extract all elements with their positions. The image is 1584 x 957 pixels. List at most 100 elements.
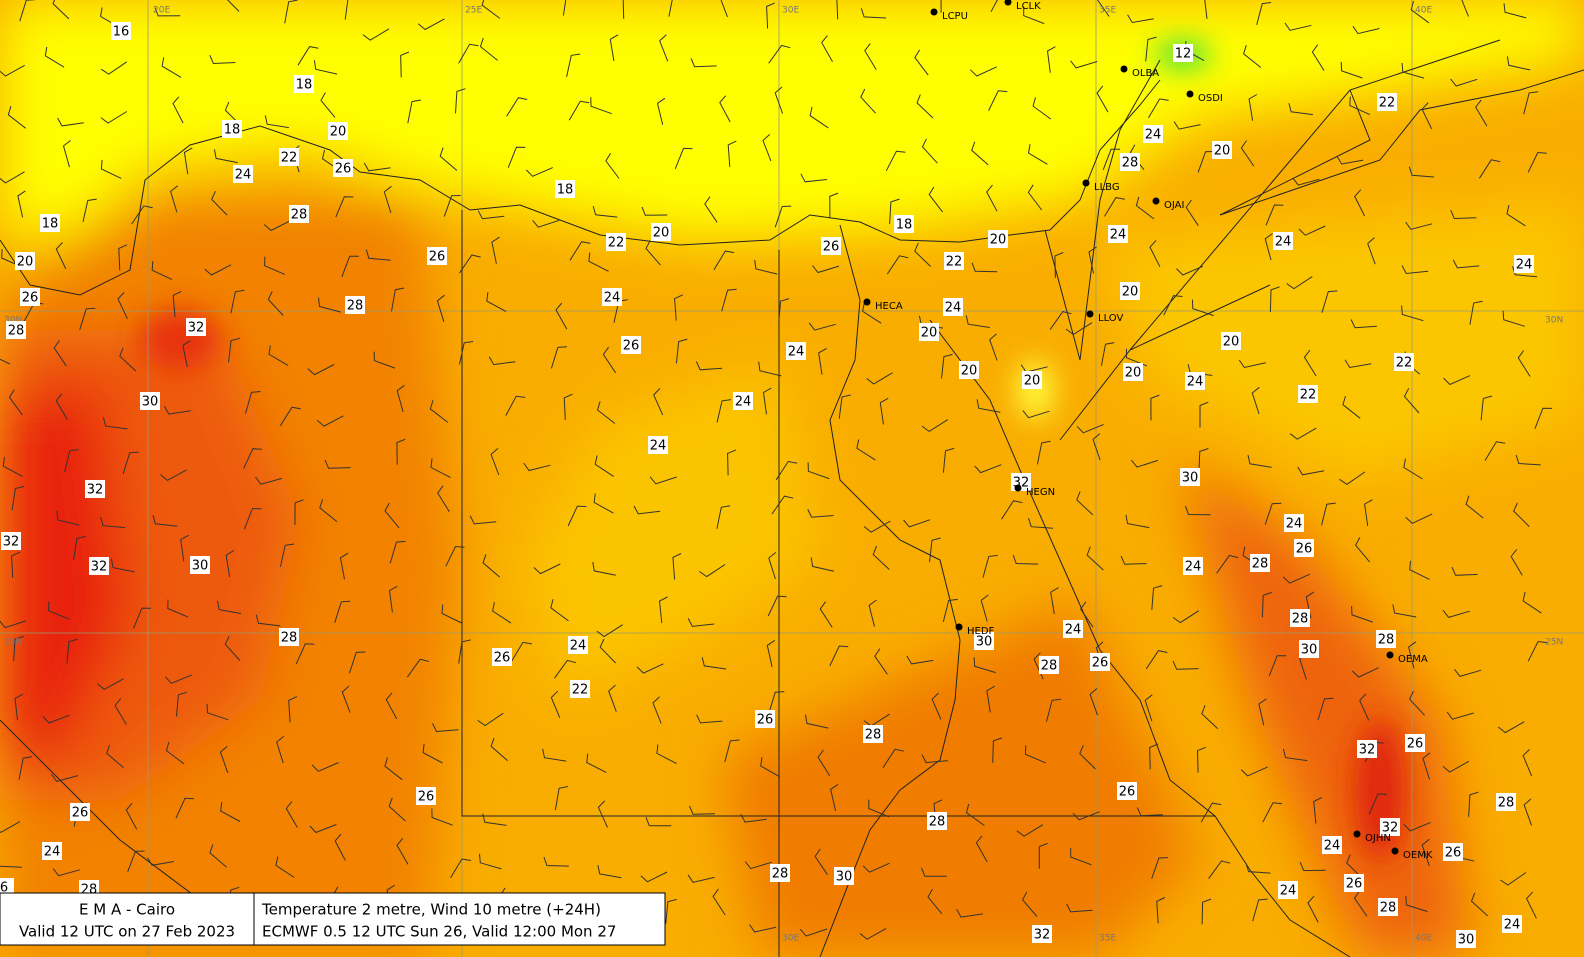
wind-barb — [990, 0, 998, 13]
wind-barb — [640, 871, 668, 883]
wind-barb — [19, 0, 36, 22]
temperature-label: 28 — [291, 208, 308, 223]
wind-barb — [17, 190, 26, 218]
wind-barb — [1410, 0, 1430, 24]
wind-barb — [1317, 697, 1334, 721]
temperature-label-box — [190, 556, 210, 574]
temperature-label-box — [1322, 836, 1342, 854]
wind-barb — [656, 97, 666, 125]
wind-barb — [1251, 386, 1260, 415]
wind-barb — [754, 259, 778, 275]
wind-barb — [886, 255, 909, 275]
wind-barb — [388, 797, 406, 822]
wind-barb — [976, 399, 1001, 413]
wind-barb — [860, 88, 877, 114]
temperature-label-box — [15, 252, 35, 270]
wind-barb — [1510, 549, 1523, 576]
wind-barb — [430, 458, 451, 479]
wind-barb — [511, 641, 532, 662]
temperature-label: 18 — [557, 183, 574, 198]
wind-barb — [396, 438, 406, 465]
temperature-label-box — [85, 480, 105, 498]
wind-barb — [133, 607, 151, 629]
temperature-label: 22 — [572, 683, 589, 698]
wind-barb — [1321, 502, 1336, 526]
wind-barb — [1354, 189, 1366, 217]
wind-barb — [567, 505, 587, 527]
wind-barb — [768, 44, 791, 64]
wind-barb — [1349, 96, 1371, 116]
wind-barb — [486, 292, 507, 313]
temperature-label-box — [974, 632, 994, 650]
wind-barb — [180, 534, 189, 562]
temperature-label: 26 — [1346, 877, 1363, 892]
wind-barb — [1200, 802, 1222, 823]
wind-barb — [1089, 688, 1098, 716]
wind-barb — [52, 868, 80, 877]
station-dot — [955, 623, 963, 631]
wind-barb — [1066, 903, 1093, 913]
temperature-label-box — [333, 159, 353, 177]
wind-barb — [829, 192, 839, 219]
wind-barb — [914, 49, 929, 76]
temperature-label-box — [1090, 653, 1110, 671]
wind-barb — [100, 516, 126, 529]
footer-box — [0, 892, 666, 946]
temperature-label: 26 — [1092, 656, 1109, 671]
temperature-label-box — [89, 557, 109, 575]
wind-barb — [318, 297, 341, 313]
wind-barb — [279, 543, 295, 567]
temperature-label: 20 — [17, 255, 34, 270]
wind-barb — [1403, 458, 1423, 480]
wind-barb — [176, 691, 188, 717]
temperature-label: 24 — [1275, 235, 1292, 250]
wind-barb — [228, 337, 241, 363]
wind-barb — [1032, 97, 1052, 120]
wind-barb — [243, 508, 262, 530]
wind-barb — [1403, 388, 1420, 414]
wind-barb — [50, 773, 79, 782]
temperature-label-box — [140, 392, 160, 410]
wind-barb — [821, 35, 833, 62]
wind-barb — [44, 46, 65, 68]
temperature-label: 30 — [142, 395, 159, 410]
temperature-label-box — [42, 842, 62, 860]
wind-barb — [388, 585, 398, 613]
wind-barb — [309, 824, 337, 834]
wind-barb — [719, 95, 731, 123]
longitude-label: 40E — [1415, 934, 1432, 944]
wind-barb — [1307, 895, 1319, 923]
wind-barb — [1367, 237, 1376, 265]
wind-barb — [1336, 156, 1364, 165]
wind-barb — [363, 162, 391, 172]
wind-barb — [264, 256, 285, 275]
wind-barb — [965, 315, 990, 328]
wind-barb — [2, 457, 23, 478]
wind-barb — [868, 799, 890, 818]
temperature-label: 24 — [604, 291, 621, 306]
wind-barb — [477, 210, 505, 220]
wind-barb — [217, 600, 241, 614]
wind-barb — [1409, 690, 1425, 716]
temperature-label: 32 — [1382, 821, 1399, 836]
wind-barb — [1027, 184, 1043, 211]
wind-barb — [1265, 204, 1284, 226]
wind-barb — [55, 393, 68, 421]
wind-barb — [458, 254, 481, 274]
wind-barb — [727, 449, 737, 476]
wind-barb — [1262, 802, 1283, 823]
wind-barb — [365, 249, 391, 261]
wind-barb — [1339, 471, 1366, 486]
temperature-label-box — [1120, 153, 1140, 171]
wind-barb — [1049, 311, 1072, 330]
wind-barb — [1452, 259, 1480, 269]
wind-barb — [1240, 140, 1255, 167]
wind-barb — [255, 614, 281, 627]
temperature-label-box — [1299, 640, 1319, 658]
station-dot — [1014, 484, 1022, 492]
footer-text: Temperature 2 metre, Wind 10 metre (+24H… — [261, 901, 601, 919]
wind-barb — [1534, 407, 1552, 429]
wind-barb — [812, 265, 840, 274]
temperature-label-box — [1117, 782, 1137, 800]
